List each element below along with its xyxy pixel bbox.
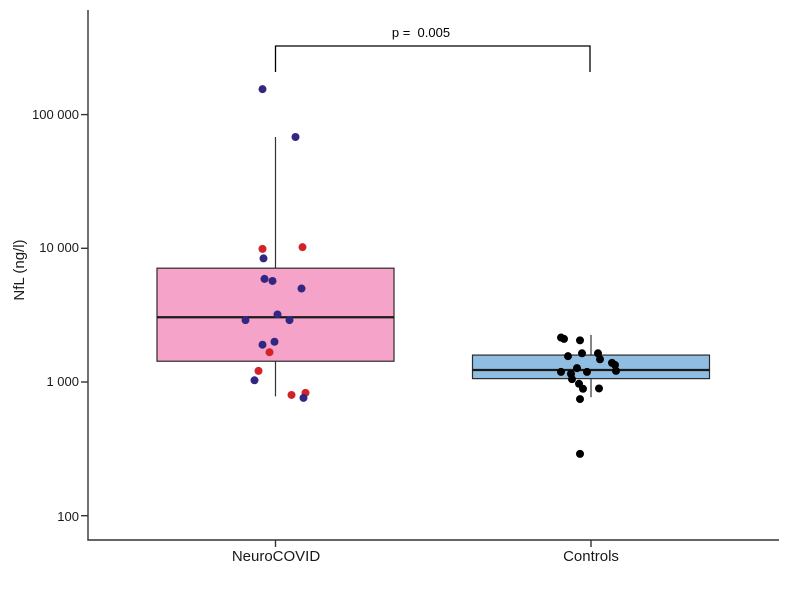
jitter-point bbox=[583, 367, 591, 376]
y-tick-label-10000: 10 000 bbox=[39, 240, 79, 255]
jitter-point bbox=[568, 375, 576, 384]
x-tick-label-neurocovid: NeuroCOVID bbox=[231, 548, 321, 565]
jitter-point bbox=[265, 348, 274, 357]
jitter-point bbox=[595, 384, 603, 393]
jitter-point bbox=[291, 132, 300, 141]
jitter-point bbox=[287, 390, 296, 399]
box-controls bbox=[471, 354, 711, 380]
jitter-point bbox=[260, 274, 269, 283]
y-tick-label-100000: 100 000 bbox=[32, 107, 79, 122]
jitter-point bbox=[268, 276, 277, 285]
jitter-point bbox=[299, 393, 308, 402]
jitter-point bbox=[258, 85, 267, 94]
jitter-point bbox=[564, 352, 572, 361]
jitter-point bbox=[298, 243, 307, 252]
jitter-point bbox=[259, 254, 268, 263]
jitter-point bbox=[254, 366, 263, 375]
jitter-point bbox=[612, 366, 620, 375]
jitter-point bbox=[273, 310, 282, 319]
jitter-point bbox=[596, 355, 604, 364]
jitter-point bbox=[270, 337, 279, 346]
jitter-point bbox=[297, 284, 306, 293]
jitter-point bbox=[576, 449, 584, 458]
jitter-point bbox=[576, 336, 584, 345]
jitter-point bbox=[578, 349, 586, 358]
y-axis-title: NfL (ng/l) bbox=[11, 239, 28, 301]
jitter-point bbox=[250, 376, 259, 385]
jitter-point bbox=[611, 361, 619, 370]
y-tick-label-1000: 1 000 bbox=[46, 374, 79, 389]
significance-bracket bbox=[274, 45, 591, 72]
jitter-point bbox=[241, 316, 250, 325]
jitter-point bbox=[285, 316, 294, 325]
jitter-point bbox=[258, 244, 267, 253]
jitter-point bbox=[258, 340, 267, 349]
jitter-point bbox=[579, 384, 587, 393]
p-value-annotation: p = 0.005 bbox=[391, 25, 451, 40]
jitter-point bbox=[573, 364, 581, 373]
x-tick-label-controls: Controls bbox=[563, 548, 619, 565]
jitter-point bbox=[557, 367, 565, 376]
jitter-point bbox=[576, 395, 584, 404]
jitter-point bbox=[560, 334, 568, 343]
y-tick-label-100: 100 bbox=[57, 509, 79, 524]
